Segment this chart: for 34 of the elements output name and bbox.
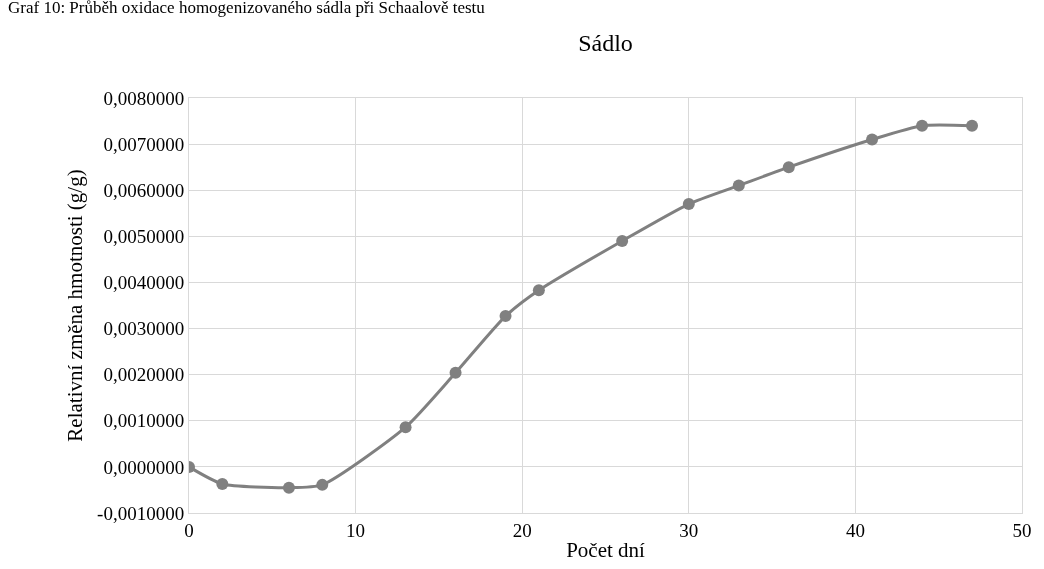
x-axis-title: Počet dní: [566, 538, 646, 562]
point: [682, 198, 695, 211]
point: [782, 161, 795, 174]
point: [282, 481, 295, 494]
y-tick-label: -0,0010000: [97, 502, 185, 524]
y-tick-label: 0,0010000: [103, 410, 185, 432]
point: [916, 119, 929, 132]
point: [866, 133, 879, 146]
point: [616, 234, 629, 247]
point: [532, 284, 545, 297]
chart-title: Sádlo: [578, 30, 633, 57]
x-tick-label: 30: [679, 519, 699, 541]
y-tick-label: 0,0040000: [103, 272, 185, 294]
x-tick-label: 40: [845, 519, 865, 541]
y-tick-label: 0,0070000: [103, 133, 185, 155]
x-tick-label: 10: [346, 519, 366, 541]
point: [966, 119, 979, 132]
y-tick-label: 0,0050000: [103, 225, 185, 247]
y-tick-label: 0,0080000: [103, 87, 185, 109]
point: [499, 310, 512, 323]
point: [316, 478, 329, 491]
x-tick-label: 0: [184, 519, 194, 541]
y-axis-title: Relativní změna hmotnosti (g/g): [63, 169, 88, 442]
point: [449, 366, 462, 379]
y-tick-label: 0,0000000: [103, 456, 185, 478]
text: Graf 10: Průběh oxidace homogenizovaného sádla při Schaalově testu: [8, 0, 486, 17]
y-tick-label: 0,0060000: [103, 179, 185, 201]
point: [732, 179, 745, 192]
y-tick-label: 0,0020000: [103, 364, 185, 386]
x-tick-label: 50: [1012, 519, 1032, 541]
y-tick-label: 0,0030000: [103, 318, 185, 340]
point: [399, 421, 412, 434]
point: [216, 477, 229, 490]
x-tick-label: 20: [512, 519, 532, 541]
